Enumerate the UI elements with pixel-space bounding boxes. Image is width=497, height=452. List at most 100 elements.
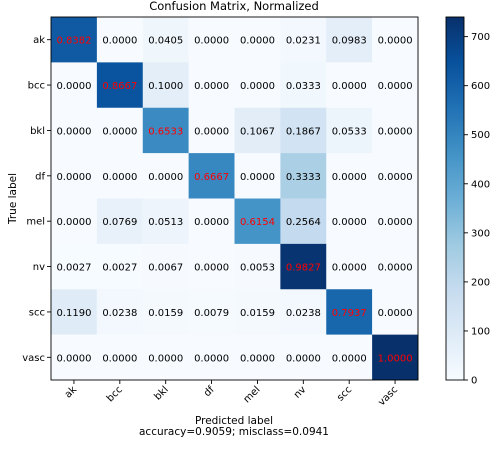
heatmap-cell <box>326 153 373 199</box>
cell-value-label: 0.0000 <box>378 217 413 228</box>
x-tick-label: mel <box>242 384 263 405</box>
x-tick-label: bcc <box>105 384 125 404</box>
cell-value-label: 0.0983 <box>332 36 367 47</box>
heatmap-cell <box>280 334 327 381</box>
y-tick-label: nv <box>33 262 45 273</box>
cell-value-label: 0.2564 <box>286 217 321 228</box>
cell-value-label: 0.0000 <box>102 36 137 47</box>
y-tick-label: df <box>35 171 45 182</box>
cell-value-label: 0.0000 <box>286 353 321 364</box>
colorbar-tick-label: 100 <box>471 326 490 337</box>
cell-value-label: 0.1190 <box>56 308 91 319</box>
cell-value-label: 0.6667 <box>194 172 229 183</box>
cell-value-label: 0.0000 <box>332 217 367 228</box>
heatmap-cell <box>188 243 235 290</box>
cell-value-label: 0.0159 <box>240 308 275 319</box>
cell-value-label: 0.0000 <box>56 353 91 364</box>
colorbar-tick-label: 700 <box>471 32 490 43</box>
heatmap-cell <box>234 334 281 381</box>
heatmap-cell <box>234 243 281 290</box>
heatmap-cell <box>326 17 373 63</box>
heatmap-cell <box>142 243 189 290</box>
heatmap-cell <box>188 107 235 154</box>
heatmap-cell <box>51 62 98 109</box>
y-tick-label: mel <box>26 217 45 228</box>
heatmap-cell <box>51 17 98 63</box>
x-axis: ak bcc bkl df mel nv scc vasc <box>63 380 400 408</box>
heatmap-cell <box>96 243 144 290</box>
cell-value-label: 0.0000 <box>378 36 413 47</box>
cell-value-label: 0.0000 <box>148 172 183 183</box>
heatmap-cell <box>372 334 419 381</box>
cell-value-label: 0.0513 <box>148 217 183 228</box>
cell-value-label: 0.8382 <box>56 36 91 47</box>
cell-value-label: 0.3333 <box>286 172 321 183</box>
cell-value-label: 0.0000 <box>194 126 229 137</box>
cell-value-label: 1.0000 <box>378 353 413 364</box>
heatmap-cell <box>51 107 98 154</box>
heatmap-cell <box>372 153 419 199</box>
heatmap-cell <box>372 17 419 63</box>
cell-value-label: 0.0000 <box>332 81 367 92</box>
cell-value-label: 0.0533 <box>332 126 367 137</box>
heatmap-cell <box>280 289 327 335</box>
heatmap-cell <box>372 62 419 109</box>
heatmap-cell <box>188 334 235 381</box>
cell-value-label: 0.0000 <box>56 217 91 228</box>
cell-value-label: 0.0159 <box>148 308 183 319</box>
heatmap-cell <box>326 62 373 109</box>
heatmap-cell <box>372 107 419 154</box>
cell-value-label: 0.0067 <box>148 263 183 274</box>
x-tick-label: df <box>202 384 217 399</box>
cell-value-label: 0.1867 <box>286 126 321 137</box>
colorbar-tick-label: 300 <box>471 228 490 239</box>
cell-value-label: 0.0000 <box>240 81 275 92</box>
cell-value-label: 0.1000 <box>148 81 183 92</box>
colorbar-gradient <box>445 16 465 381</box>
cell-value-label: 0.0000 <box>56 81 91 92</box>
y-axis-title: True label <box>7 173 19 225</box>
y-axis: ak bcc bkl df mel nv scc vasc <box>22 35 51 364</box>
cell-value-label: 0.0405 <box>148 36 183 47</box>
colorbar-tick-label: 200 <box>471 277 490 288</box>
cell-value-label: 0.0000 <box>378 308 413 319</box>
cell-value-label: 0.0000 <box>332 172 367 183</box>
colorbar: 0 100 200 300 400 500 600 700 <box>445 16 490 387</box>
heatmap-cell <box>234 17 281 63</box>
cell-value-label: 0.0053 <box>240 263 275 274</box>
heatmap-cell <box>188 62 235 109</box>
heatmap-cell <box>372 289 419 335</box>
cell-value-label: 0.0000 <box>56 126 91 137</box>
heatmap-cell <box>280 243 327 290</box>
heatmap-cell <box>188 289 235 335</box>
heatmap-cell <box>234 153 281 199</box>
heatmap-cell <box>280 107 327 154</box>
cell-value-label: 0.0000 <box>194 36 229 47</box>
cell-value-label: 0.0027 <box>56 263 91 274</box>
plot-frame <box>50 16 419 381</box>
heatmap-cell <box>51 334 98 381</box>
heatmap-cell <box>96 62 144 109</box>
x-tick-label: ak <box>63 384 79 400</box>
cell-value-label: 0.0000 <box>378 126 413 137</box>
cell-value-label: 0.6154 <box>240 217 275 228</box>
cell-value-label: 0.0000 <box>332 353 367 364</box>
cell-value-label: 0.0000 <box>102 353 137 364</box>
cell-value-labels: 0.8382 0.0000 0.0405 0.0000 0.0000 0.0231 0.09… <box>56 36 412 365</box>
cell-value-label: 0.6533 <box>148 126 183 137</box>
x-tick-label: nv <box>292 384 309 401</box>
y-tick-label: ak <box>33 35 45 46</box>
cell-value-label: 0.0000 <box>148 353 183 364</box>
cell-value-label: 0.0000 <box>102 172 137 183</box>
heatmap-cell <box>280 17 327 63</box>
cell-value-label: 0.0000 <box>240 36 275 47</box>
y-tick-label: scc <box>29 307 45 318</box>
heatmap-cell <box>51 198 98 245</box>
cell-value-label: 0.0079 <box>194 308 229 319</box>
cell-value-label: 0.1067 <box>240 126 275 137</box>
y-tick-label: bkl <box>30 126 45 137</box>
heatmap-cell <box>96 198 144 245</box>
heatmap-cell <box>234 107 281 154</box>
heatmap-cell <box>326 289 373 335</box>
colorbar-tick-label: 600 <box>471 81 490 92</box>
